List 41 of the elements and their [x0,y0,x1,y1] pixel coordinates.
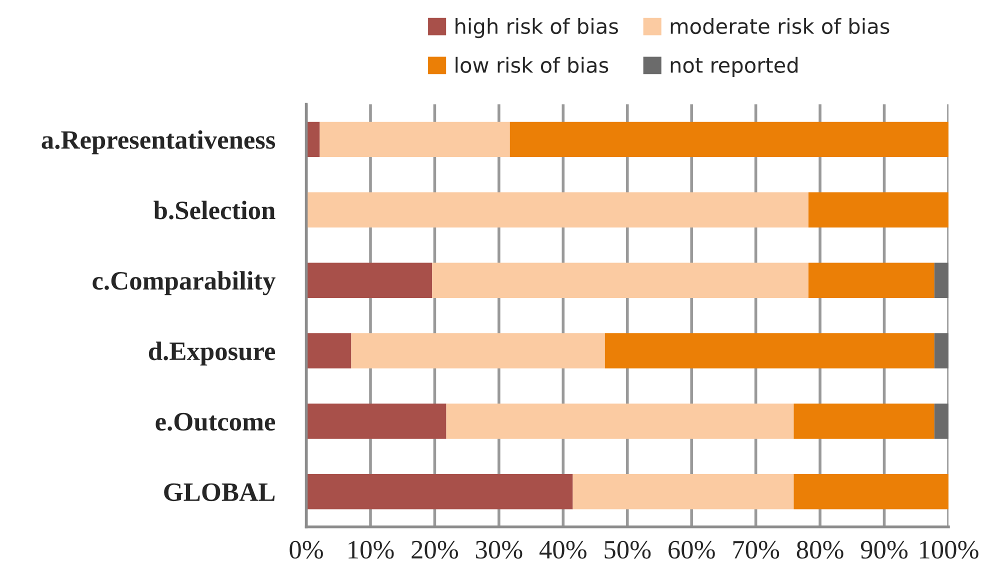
legend-label: low risk of bias [456,56,608,73]
x-tick-label: 50% [604,540,651,559]
legend-label: high risk of bias [456,18,618,38]
legend-label: not reported [670,56,798,78]
y-tick-label: d.Exposure [148,342,276,366]
bar [432,262,808,298]
x-tick-label: 70% [733,540,780,559]
bar [306,404,446,439]
bar [808,262,934,298]
y-tick-label: a.Representativeness [42,130,276,154]
bar [306,262,432,298]
y-tick-label: b.Selection [154,200,276,220]
x-tick-label: 60% [668,540,715,559]
bar [794,474,948,510]
bar [934,333,948,368]
y-tick-label: GLOBAL [164,483,275,502]
x-tick-label: 20% [412,540,458,559]
legend-label: moderate risk of bias [670,18,890,34]
bar [934,404,948,439]
x-tick-label: 30% [476,540,522,559]
bar [306,122,320,158]
bar [320,122,510,158]
bar [808,192,948,228]
bar [794,404,934,439]
y-tick-label: c.Comparability [92,271,276,296]
bar [306,333,352,368]
bar [306,192,808,228]
bar [510,122,948,158]
x-tick-label: 80% [796,540,844,559]
y-tick-label: e.Outcome [156,412,276,431]
bar [934,262,948,298]
bar [351,333,605,368]
x-tick-label: 90% [860,540,908,559]
x-tick-label: 10% [348,540,394,559]
bar [572,474,794,510]
x-tick-label: 100% [920,540,978,559]
bar [306,474,573,510]
x-tick-label: 0% [290,540,323,559]
bar [604,333,934,368]
x-tick-label: 40% [539,540,586,559]
bar [446,404,794,439]
